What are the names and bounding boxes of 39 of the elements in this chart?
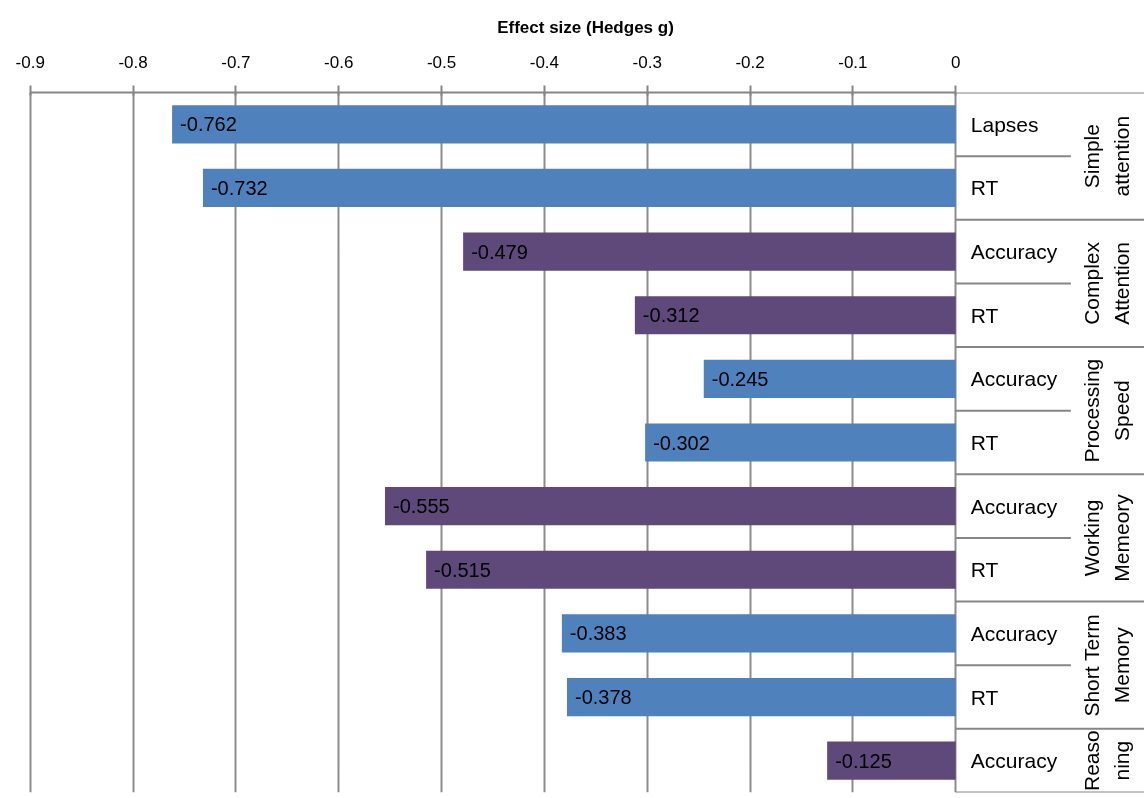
text: Complex Attention [1080, 241, 1134, 325]
text: Reasoning [1080, 730, 1134, 792]
text: Simple attention [1080, 115, 1134, 197]
y-tick-label: RT [970, 431, 999, 454]
data-label: -0.312 [642, 304, 700, 327]
x-tick-label: -0.1 [838, 52, 868, 72]
data-label: -0.479 [471, 240, 528, 263]
x-tick-label: -0.8 [118, 52, 148, 72]
y-tick-label: RT [970, 176, 999, 200]
y-tick-label: Accuracy [970, 367, 1058, 391]
text: Working Memeory [1080, 493, 1134, 582]
data-label: -0.515 [434, 558, 491, 581]
y-tick-label: RT [970, 303, 999, 327]
data-label: -0.383 [569, 622, 627, 645]
x-tick-label: -0.5 [426, 52, 457, 72]
y-tick-label: Accuracy [970, 494, 1058, 518]
x-tick-label: -0.7 [221, 52, 251, 72]
y-tick-label: Accuracy [970, 621, 1058, 645]
data-label: -0.378 [574, 686, 632, 709]
x-tick-label: -0.4 [529, 52, 560, 72]
x-tick-label: -0.3 [632, 52, 662, 72]
data-label: -0.555 [392, 495, 450, 518]
data-label: -0.762 [180, 113, 237, 136]
y-tick-label: Accuracy [970, 749, 1058, 773]
text: Processing Speed [1080, 358, 1134, 463]
x-tick-label: -0.2 [735, 52, 765, 72]
x-tick-label: 0 [950, 52, 961, 72]
y-tick-label: Accuracy [970, 240, 1058, 264]
data-label: -0.245 [711, 367, 769, 390]
x-tick-label: -0.9 [15, 52, 45, 72]
data-label: -0.125 [835, 749, 892, 772]
y-tick-label: RT [970, 685, 999, 709]
text: Short Term Memory [1080, 614, 1134, 717]
data-label: -0.732 [210, 176, 268, 199]
x-axis-title: Effect size (Hedges g) [497, 17, 674, 37]
y-tick-label: RT [970, 558, 999, 582]
data-label: -0.302 [653, 431, 710, 454]
x-tick-label: -0.6 [324, 52, 354, 72]
y-tick-label: Lapses [970, 112, 1039, 136]
